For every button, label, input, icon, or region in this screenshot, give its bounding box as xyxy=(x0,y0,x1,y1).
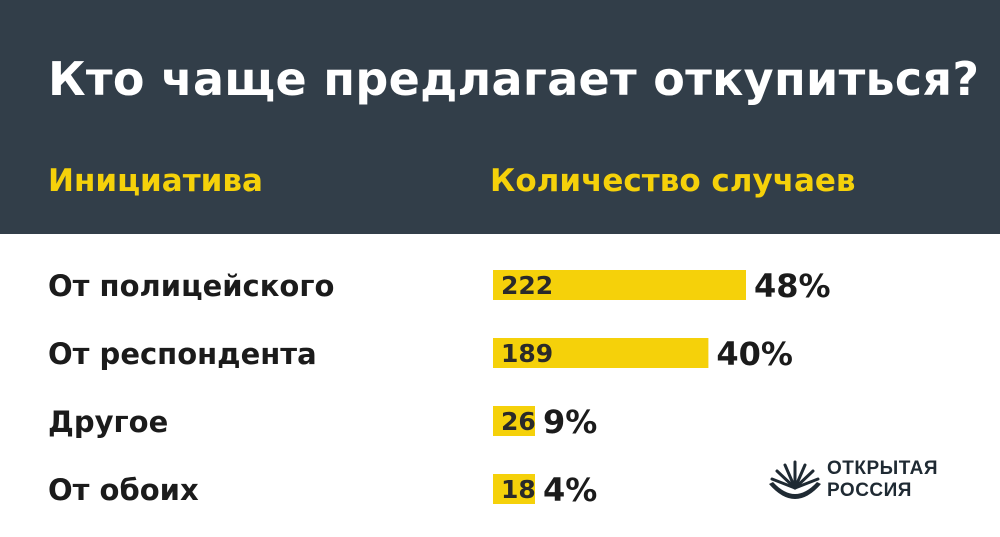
category-label: От обоих xyxy=(48,473,199,507)
bar xyxy=(493,406,535,436)
logo-text-line1: ОТКРЫТАЯ xyxy=(827,458,939,479)
column-header-initiative: Инициатива xyxy=(48,163,263,199)
percent-label: 9% xyxy=(543,403,597,441)
percent-label: 48% xyxy=(754,267,831,305)
percent-label: 40% xyxy=(716,335,793,373)
sunburst-logo-icon xyxy=(769,460,821,499)
logo-text-line2: РОССИЯ xyxy=(827,480,912,501)
bar xyxy=(493,338,709,368)
bar-value-label: 222 xyxy=(501,271,553,300)
header-panel: Кто чаще предлагает откупиться? Инициати… xyxy=(0,0,1000,234)
bar-chart: От полицейского 222 48% От респондента 189 40… xyxy=(48,267,831,509)
logo: ОТКРЫТАЯ РОССИЯ xyxy=(765,456,975,516)
bar xyxy=(493,474,535,504)
category-label: От респондента xyxy=(48,337,317,371)
percent-label: 4% xyxy=(543,471,597,509)
logo-text: ОТКРЫТАЯ РОССИЯ xyxy=(827,458,938,502)
bar-value-label: 18 xyxy=(501,475,536,504)
page-title: Кто чаще предлагает откупиться? xyxy=(48,52,980,106)
bar xyxy=(493,270,746,300)
category-label: Другое xyxy=(48,405,168,439)
column-header-count: Количество случаев xyxy=(490,163,856,199)
bar-value-label: 26 xyxy=(501,407,536,436)
bar-value-label: 189 xyxy=(501,339,553,368)
category-label: От полицейского xyxy=(48,269,334,303)
